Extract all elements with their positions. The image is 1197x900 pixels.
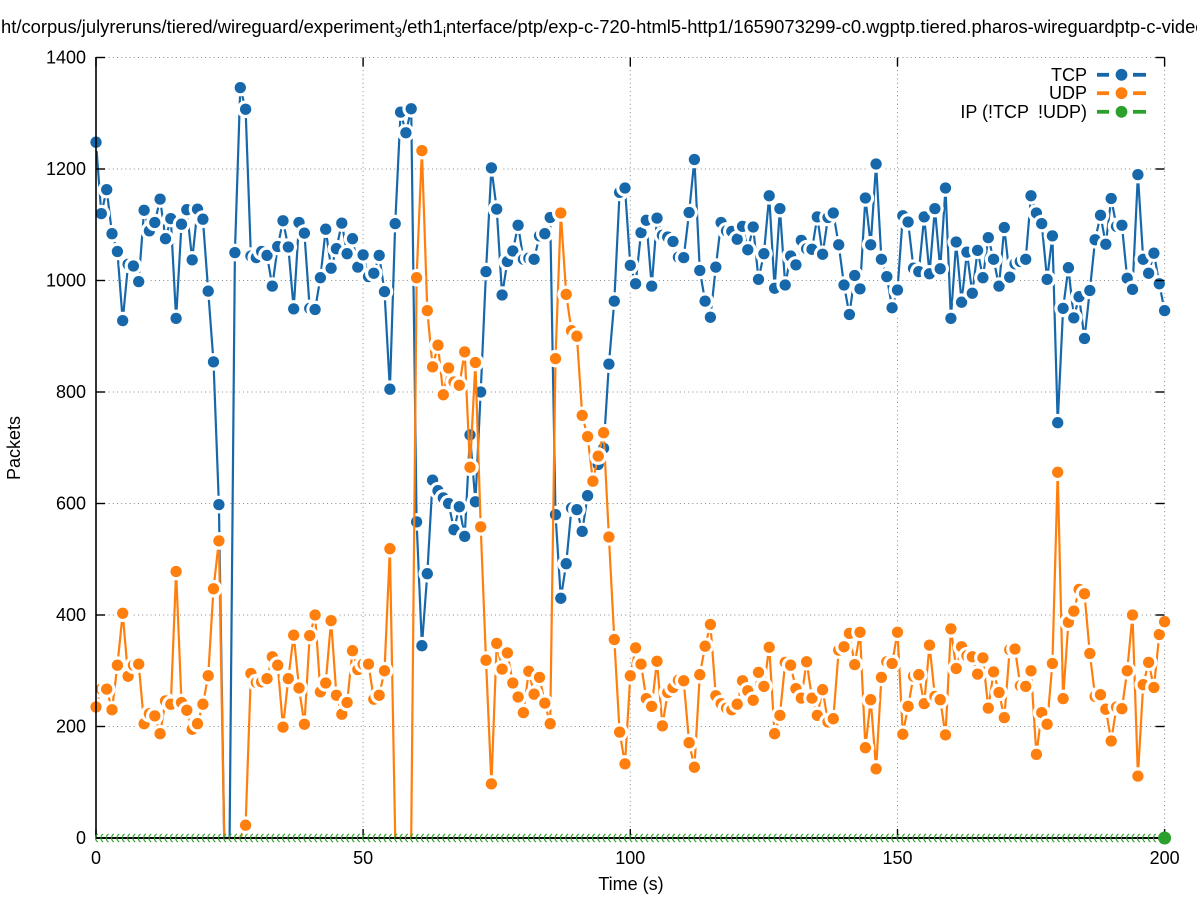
svg-text:800: 800 xyxy=(56,382,86,402)
svg-text:50: 50 xyxy=(353,848,373,868)
svg-text:1000: 1000 xyxy=(46,271,86,291)
svg-text:150: 150 xyxy=(882,848,912,868)
svg-text:Time (s): Time (s) xyxy=(598,874,663,894)
svg-text:0: 0 xyxy=(91,848,101,868)
svg-text:200: 200 xyxy=(1150,848,1180,868)
svg-text:600: 600 xyxy=(56,494,86,514)
svg-text:100: 100 xyxy=(615,848,645,868)
svg-text:1400: 1400 xyxy=(46,48,86,68)
svg-text:1200: 1200 xyxy=(46,159,86,179)
svg-text:200: 200 xyxy=(56,717,86,737)
svg-text:400: 400 xyxy=(56,605,86,625)
svg-text:ht/corpus/julyreruns/tiered/wi: ht/corpus/julyreruns/tiered/wireguard/ex… xyxy=(1,16,1197,40)
svg-text:Packets: Packets xyxy=(4,416,24,480)
svg-text:TCP: TCP xyxy=(1051,65,1087,85)
svg-text:0: 0 xyxy=(76,828,86,848)
svg-text:UDP: UDP xyxy=(1049,83,1087,103)
svg-text:IP (!TCP !UDP): IP (!TCP !UDP) xyxy=(960,102,1087,122)
